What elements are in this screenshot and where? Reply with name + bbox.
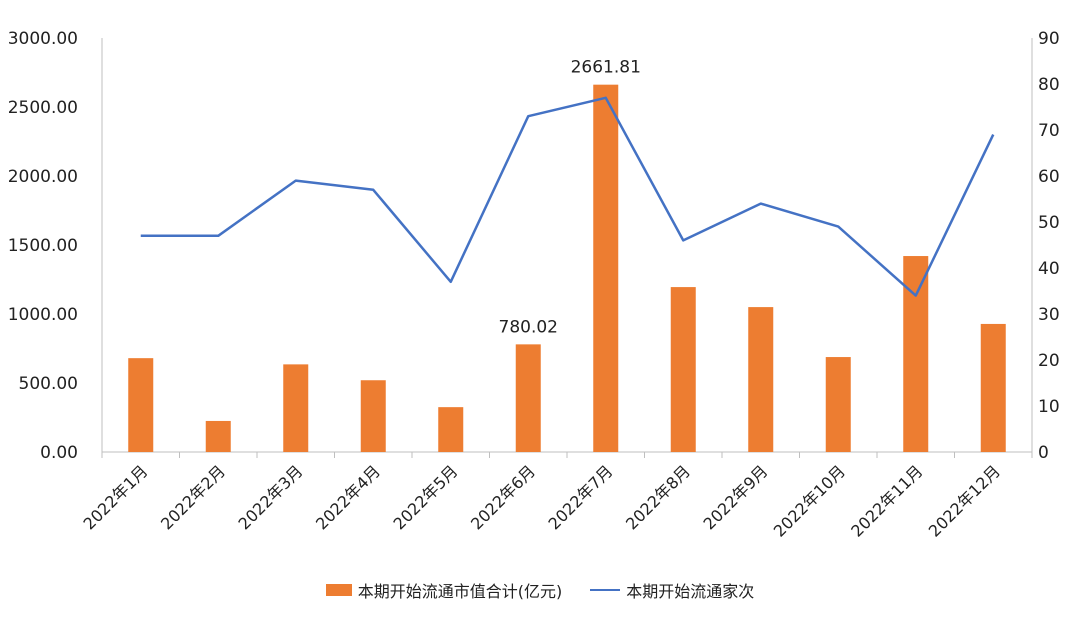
legend-label-bar: 本期开始流通市值合计(亿元)	[357, 582, 563, 601]
y-right-tick-label: 90	[1038, 29, 1060, 49]
x-tick-label: 2022年1月	[80, 461, 152, 533]
x-tick-label: 2022年4月	[312, 461, 384, 533]
bar	[903, 256, 929, 452]
y-right-tick-label: 10	[1038, 397, 1060, 417]
y-left-tick-label: 2500.00	[8, 98, 78, 118]
data-label: 2661.81	[571, 58, 641, 78]
legend: 本期开始流通市值合计(亿元) 本期开始流通家次	[0, 578, 1080, 602]
x-tick-label: 2022年3月	[235, 461, 307, 533]
x-tick-label: 2022年12月	[925, 461, 1004, 540]
combo-chart: 0.00 500.00 1000.00 1500.00 2000.00 2500.00 30…	[8, 29, 1060, 541]
legend-item-line: 本期开始流通家次	[590, 578, 754, 602]
bar	[748, 307, 774, 452]
y-right-tick-label: 0	[1038, 443, 1049, 463]
y-left-tick-label: 500.00	[19, 374, 78, 394]
y-right-tick-label: 60	[1038, 167, 1060, 187]
bar	[825, 357, 851, 452]
y-right-tick-label: 30	[1038, 305, 1060, 325]
bar	[128, 358, 154, 452]
x-tick-label: 2022年11月	[847, 461, 926, 540]
bar	[205, 420, 231, 452]
x-tick-label: 2022年10月	[770, 461, 849, 540]
legend-swatch-bar	[325, 584, 352, 596]
y-right-tick-label: 70	[1038, 121, 1060, 141]
x-tick-label: 2022年7月	[545, 461, 617, 533]
y-left-tick-label: 3000.00	[8, 29, 78, 49]
y-right-tick-label: 80	[1038, 75, 1060, 95]
y-right-tick-label: 20	[1038, 351, 1060, 371]
y-left-tick-label: 1000.00	[8, 305, 78, 325]
bar	[515, 344, 541, 452]
x-tick-label: 2022年2月	[157, 461, 229, 533]
bar	[593, 84, 619, 452]
y-left-tick-label: 1500.00	[8, 236, 78, 256]
legend-label-line: 本期开始流通家次	[626, 582, 755, 601]
legend-item-bar: 本期开始流通市值合计(亿元)	[325, 578, 563, 602]
y-right-tick-label: 50	[1038, 213, 1060, 233]
bar	[283, 364, 309, 452]
y-right-tick-label: 40	[1038, 259, 1060, 279]
x-tick-label: 2022年9月	[700, 461, 772, 533]
x-tick-label: 2022年8月	[622, 461, 694, 533]
x-tick-label: 2022年6月	[467, 461, 539, 533]
bar	[670, 287, 696, 452]
bar	[360, 380, 386, 452]
x-tick-label: 2022年5月	[390, 461, 462, 533]
bar	[438, 407, 464, 452]
bar	[980, 323, 1006, 452]
y-left-tick-label: 2000.00	[8, 167, 78, 187]
legend-swatch-line	[590, 589, 621, 591]
y-left-tick-label: 0.00	[40, 443, 78, 463]
series-line	[140, 96, 995, 297]
data-label: 780.02	[499, 317, 558, 337]
